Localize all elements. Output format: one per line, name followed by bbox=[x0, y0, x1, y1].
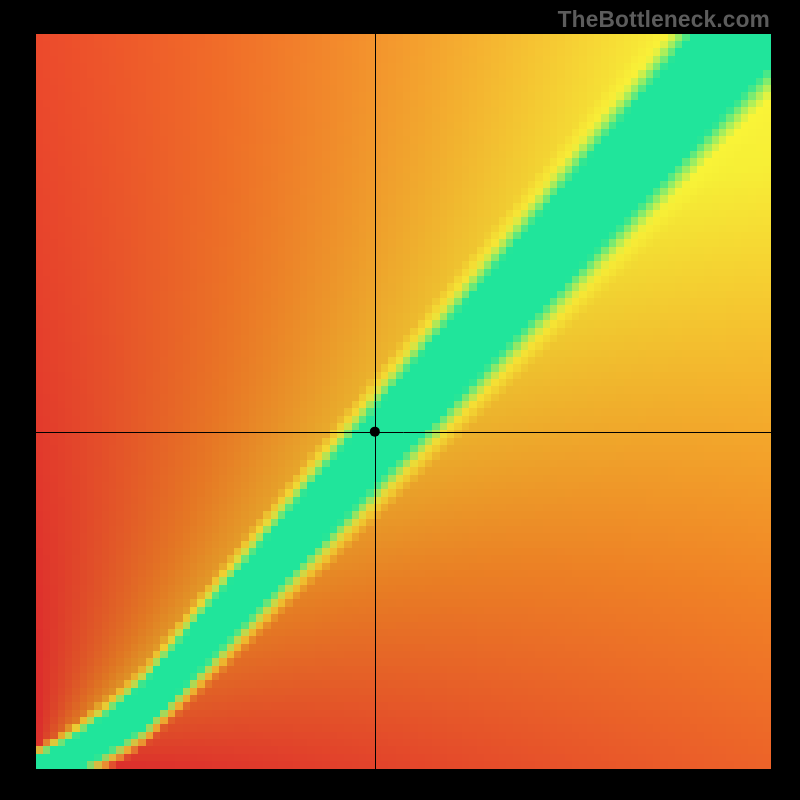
watermark-label: TheBottleneck.com bbox=[558, 6, 770, 33]
heatmap-plot bbox=[36, 34, 771, 769]
chart-frame: TheBottleneck.com bbox=[0, 0, 800, 800]
heatmap-canvas bbox=[36, 34, 771, 769]
